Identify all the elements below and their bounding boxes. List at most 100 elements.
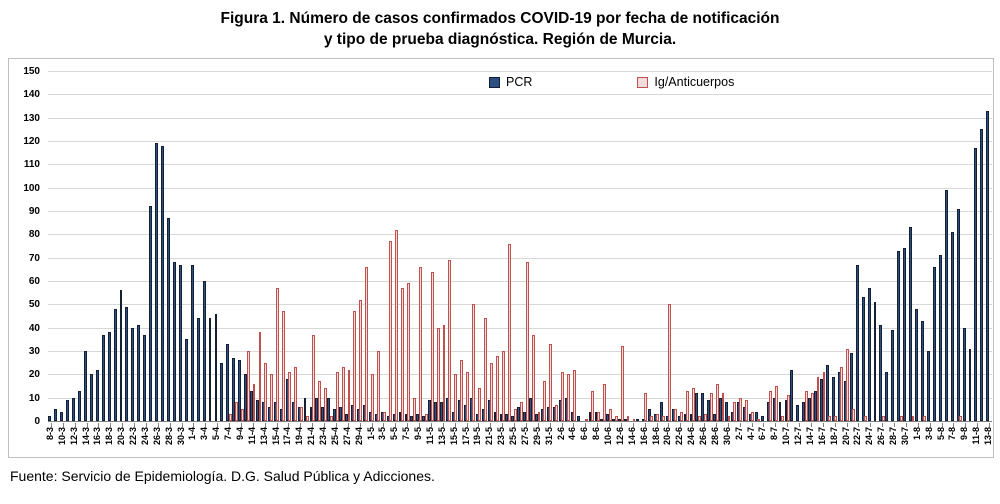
x-tick-label: 4-7 <box>745 427 756 441</box>
x-tick <box>502 423 504 427</box>
bar-ig-9-6 <box>602 383 606 421</box>
bar-ig-12-5 <box>436 327 440 421</box>
bar-ig-17-7 <box>828 416 832 421</box>
bar-pcr-11-3 <box>66 400 69 421</box>
bar-ig-4-6 <box>573 369 577 421</box>
x-tick <box>347 423 349 427</box>
bar-ig-19-6 <box>662 416 666 421</box>
x-tick-label: 1-8 <box>911 427 922 441</box>
bar-ig-21-4 <box>311 334 315 421</box>
bar-ig-13-5 <box>442 325 446 421</box>
bar-ig-26-7 <box>881 416 885 421</box>
bar-ig-16-5 <box>460 360 464 421</box>
y-tick-label: 60 <box>28 276 40 287</box>
bar-ig-15-7 <box>816 376 820 421</box>
legend-item-ig: Ig/Anticuerpos <box>637 75 734 89</box>
bar-pcr-25-3 <box>149 206 153 421</box>
x-tick-label: 16-3 <box>92 427 103 446</box>
bar-pcr-7-4 <box>226 344 230 421</box>
x-tick-label: 12-3 <box>68 427 79 446</box>
gridline <box>48 374 992 376</box>
bar-ig-21-5 <box>490 362 493 421</box>
y-tick-label: 100 <box>23 182 40 194</box>
x-tick-label: 29-4 <box>353 427 364 446</box>
bar-ig-10-5 <box>424 414 428 421</box>
x-tick <box>799 423 801 427</box>
bar-pcr-3-4 <box>202 281 206 421</box>
y-tick-label: 140 <box>23 89 40 101</box>
x-tick-label: 9-5 <box>413 427 424 441</box>
x-tick-label: 8-6 <box>591 427 602 441</box>
bar-pcr-28-7 <box>891 330 895 421</box>
x-tick <box>787 423 789 427</box>
bar-pcr-19-3 <box>113 309 117 421</box>
x-tick <box>288 423 290 427</box>
x-tick <box>656 423 658 427</box>
bar-ig-30-4 <box>365 267 369 421</box>
x-tick <box>917 423 919 427</box>
gridline <box>48 327 992 329</box>
x-tick <box>430 423 432 427</box>
bar-ig-7-5 <box>406 283 410 421</box>
x-tick-label: 9-4 <box>234 427 245 441</box>
x-tick <box>169 423 171 427</box>
x-tick <box>324 423 326 427</box>
x-tick <box>335 423 337 427</box>
bar-pcr-21-7 <box>849 353 853 421</box>
plot-area <box>48 71 992 427</box>
x-tick <box>822 423 824 427</box>
x-tick <box>514 423 516 427</box>
x-tick-label: 8-7 <box>769 427 780 441</box>
bar-ig-19-4 <box>300 407 303 421</box>
bar-pcr-4-4 <box>208 318 212 421</box>
x-tick <box>597 423 599 427</box>
gridline <box>48 94 992 96</box>
bar-ig-20-6 <box>668 304 672 421</box>
x-tick <box>525 423 527 427</box>
bar-ig-9-7 <box>780 416 784 421</box>
x-tick-label: 14-7 <box>804 427 815 446</box>
x-tick <box>110 423 112 427</box>
bar-pcr-1-4 <box>190 264 194 421</box>
x-tick <box>359 423 361 427</box>
bar-pcr-30-7 <box>903 248 907 421</box>
bar-pcr-8-8 <box>956 208 960 421</box>
bar-pcr-11-8 <box>974 148 978 421</box>
x-tick <box>264 423 266 427</box>
x-tick <box>86 423 88 427</box>
bar-pcr-18-7 <box>832 376 835 421</box>
x-tick <box>953 423 955 427</box>
x-tick-label: 3-5 <box>377 427 388 441</box>
x-tick-label: 16-7 <box>816 427 827 446</box>
bar-ig-23-4 <box>323 388 327 421</box>
bar-ig-25-6 <box>697 416 701 421</box>
x-tick <box>644 423 646 427</box>
bar-pcr-28-3 <box>167 218 170 421</box>
bar-pcr-5-6 <box>576 416 580 421</box>
x-tick-label: 31-5 <box>543 427 554 446</box>
bar-ig-31-7 <box>911 416 915 421</box>
bar-pcr-25-7 <box>873 302 877 421</box>
bar-ig-6-5 <box>400 288 404 421</box>
x-tick-label: 4-6 <box>567 427 578 441</box>
bar-pcr-20-3 <box>119 290 123 421</box>
bar-pcr-12-3 <box>72 397 75 421</box>
y-tick-label: 0 <box>34 416 40 427</box>
x-tick <box>407 423 409 427</box>
bar-ig-9-5 <box>418 267 422 421</box>
bar-ig-10-7 <box>786 395 790 421</box>
x-tick-label: 5-4 <box>211 427 222 441</box>
bar-pcr-24-4 <box>327 397 331 421</box>
x-tick <box>882 423 884 427</box>
y-tick-label: 90 <box>28 206 40 217</box>
bar-ig-19-7 <box>840 367 844 421</box>
bar-ig-29-5 <box>537 411 541 421</box>
bar-pcr-14-3 <box>83 351 87 421</box>
bar-pcr-30-3 <box>178 264 182 421</box>
bar-ig-2-5 <box>377 351 381 421</box>
bar-pcr-18-3 <box>107 332 111 421</box>
bar-ig-20-7 <box>846 348 850 421</box>
pcr-legend-label: PCR <box>506 75 533 89</box>
bar-ig-1-5 <box>371 374 375 421</box>
x-tick <box>490 423 492 427</box>
